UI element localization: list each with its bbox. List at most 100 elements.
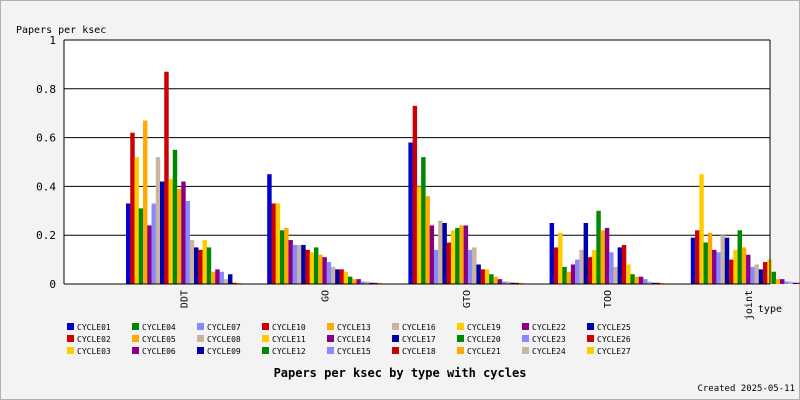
bar-cycle07-too [575, 259, 580, 284]
bar-cycle18-joint [763, 262, 768, 284]
bar-cycle21-ddt [211, 271, 216, 284]
bar-cycle14-too [604, 227, 610, 284]
legend-swatch [67, 347, 74, 354]
bar-cycle11-gto [450, 230, 456, 284]
legend-label: CYCLE25 [597, 323, 631, 332]
bar-cycle16-too [613, 266, 618, 284]
bar-cycle09-go [301, 244, 306, 284]
bar-cycle03-too [558, 232, 563, 284]
bar-cycle02-ddt [130, 132, 135, 284]
legend-swatch [132, 323, 139, 330]
legend-label: CYCLE19 [467, 323, 501, 332]
bar-cycle01-gto [408, 142, 413, 284]
bar-cycle08-go [296, 244, 302, 284]
bar-cycle04-ddt [138, 208, 144, 284]
bar-cycle06-joint [712, 249, 717, 284]
bar-cycle14-go [322, 257, 327, 284]
bar-cycle26-joint [797, 282, 800, 284]
legend-label: CYCLE06 [142, 347, 176, 356]
bar-cycle25-joint [792, 282, 798, 284]
legend-swatch [522, 335, 529, 342]
bar-cycle26-ddt [232, 282, 237, 284]
bar-cycle22-too [638, 276, 644, 284]
bar-cycle10-ddt [164, 71, 169, 284]
y-tick-label: 0.6 [36, 132, 56, 145]
bar-cycle25-go [369, 282, 374, 284]
bar-cycle03-joint [699, 174, 704, 284]
x-tick-label: joint [744, 290, 755, 320]
bar-cycle07-go [292, 244, 298, 284]
bar-cycle04-too [562, 266, 567, 284]
bar-cycle07-ddt [151, 203, 156, 284]
bar-cycle24-gto [506, 281, 511, 284]
bar-cycle20-joint [771, 271, 776, 284]
bar-cycle07-gto [433, 249, 439, 284]
x-axis-label: type [758, 304, 782, 315]
bar-cycle03-ddt [134, 157, 139, 284]
bar-cycle18-gto [480, 269, 486, 284]
bar-cycle25-ddt [228, 274, 233, 284]
bar-cycle05-gto [425, 196, 430, 284]
legend-label: CYCLE17 [402, 335, 436, 344]
bar-cycle01-joint [690, 237, 696, 284]
bar-cycle05-too [566, 271, 572, 284]
bar-cycle23-joint [784, 281, 789, 284]
bar-cycle06-ddt [147, 225, 152, 284]
bar-cycle07-joint [716, 252, 721, 284]
bar-cycle16-ddt [189, 240, 195, 284]
bar-cycle22-joint [780, 279, 785, 284]
legend-swatch [457, 323, 464, 330]
bar-cycle10-gto [446, 242, 452, 284]
bar-cycle10-go [305, 249, 310, 284]
bar-cycle11-too [592, 249, 597, 284]
bar-cycle15-joint [750, 266, 755, 284]
legend-swatch [522, 323, 529, 330]
legend-swatch [392, 347, 399, 354]
bar-cycle12-ddt [172, 149, 178, 284]
bar-cycle17-joint [758, 269, 764, 284]
legend-swatch [327, 347, 334, 354]
bar-cycle09-joint [724, 237, 730, 284]
legend-label: CYCLE12 [272, 347, 306, 356]
y-tick-label: 0 [49, 278, 56, 291]
bar-cycle01-go [267, 174, 272, 284]
bar-cycle06-too [570, 264, 576, 284]
bar-cycle22-gto [497, 279, 503, 284]
bar-cycle22-go [356, 279, 361, 284]
y-tick-label: 0.4 [36, 180, 56, 193]
legend-label: CYCLE15 [337, 347, 371, 356]
x-tick-label: GTO [462, 290, 473, 308]
legend-swatch [457, 347, 464, 354]
bar-cycle09-gto [442, 223, 447, 284]
legend-swatch [67, 323, 74, 330]
bar-cycle21-go [352, 279, 357, 284]
bar-cycle19-ddt [202, 240, 207, 284]
bar-cycle09-ddt [160, 181, 165, 284]
bar-cycle20-gto [489, 274, 494, 284]
bar-cycle27-gto [518, 282, 524, 284]
y-axis-label: Papers per ksec [16, 25, 106, 36]
bar-cycle13-too [600, 230, 606, 284]
y-tick-label: 1 [49, 34, 56, 47]
legend-label: CYCLE18 [402, 347, 436, 356]
x-tick-label: TOO [603, 290, 614, 308]
legend-label: CYCLE27 [597, 347, 631, 356]
legend-swatch [522, 347, 529, 354]
legend-swatch [197, 335, 204, 342]
legend-swatch [262, 347, 269, 354]
bar-cycle20-too [630, 274, 635, 284]
x-tick-label: GO [321, 290, 332, 302]
bar-cycle05-go [284, 227, 289, 284]
bar-cycle10-too [587, 257, 593, 284]
legend-label: CYCLE04 [142, 323, 176, 332]
bar-cycle27-too [660, 282, 665, 284]
bar-cycle04-go [279, 230, 285, 284]
legend-swatch [587, 323, 594, 330]
bar-cycle02-go [271, 203, 276, 284]
bar-cycle25-gto [510, 282, 515, 284]
bar-cycle13-go [318, 254, 323, 284]
bar-cycle26-go [373, 282, 378, 284]
bar-cycle10-joint [729, 259, 734, 284]
bar-cycle03-gto [416, 186, 422, 284]
